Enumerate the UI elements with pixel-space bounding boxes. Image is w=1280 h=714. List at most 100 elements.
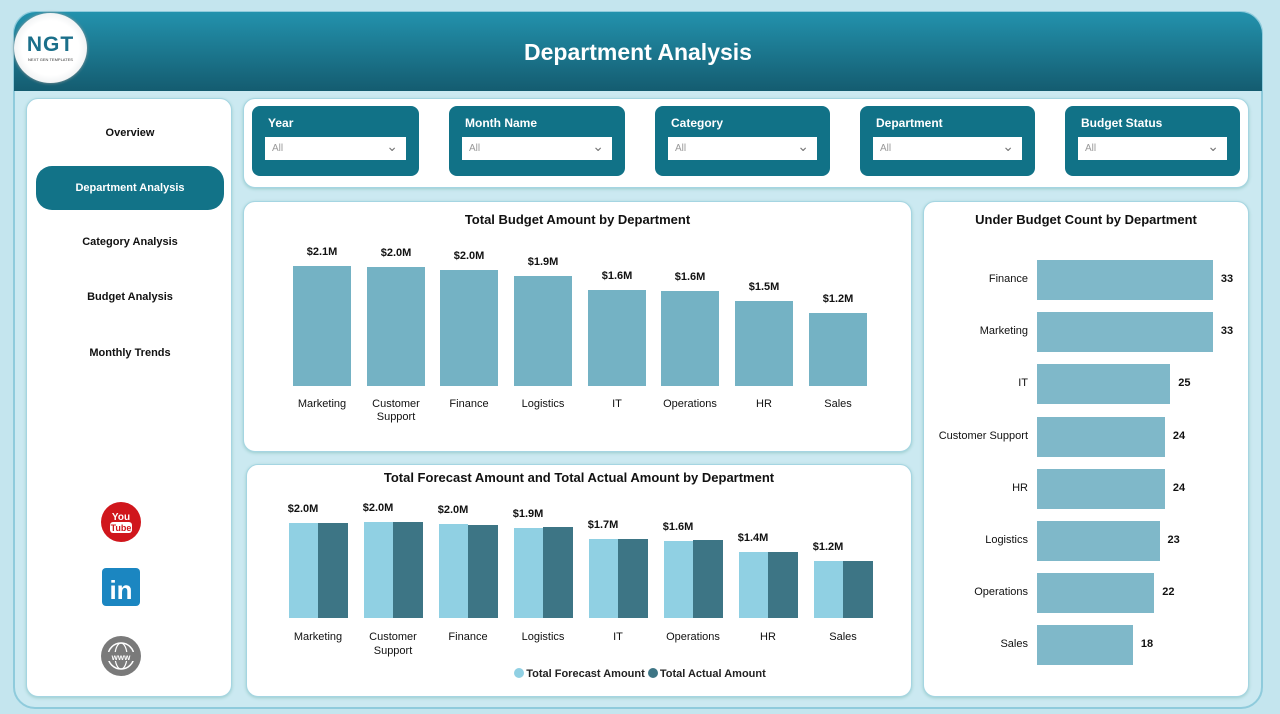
header: Department Analysis — [14, 12, 1262, 91]
legend-actual-label: Total Actual Amount — [659, 668, 766, 680]
data-label: 24 — [1172, 430, 1186, 442]
category-label: Sales — [1000, 638, 1028, 650]
bar — [1037, 312, 1213, 352]
bar — [661, 291, 719, 386]
data-label: 23 — [1167, 534, 1180, 546]
category-label: Customer Support — [369, 631, 417, 657]
data-label: $2.0M — [362, 502, 394, 515]
data-label: $2.0M — [453, 250, 485, 262]
filter-label: Month Name — [465, 116, 537, 130]
data-label: $1.6M — [662, 520, 694, 533]
data-label: $1.5M — [748, 280, 780, 293]
filter-value: All — [469, 143, 481, 154]
category-label: HR — [760, 631, 776, 643]
filter-dropdown[interactable]: All ⌄ — [668, 137, 817, 160]
data-label: $1.4M — [737, 531, 769, 544]
data-label: $1.6M — [674, 271, 706, 284]
data-label: $2.1M — [306, 246, 338, 258]
filter-value: All — [880, 143, 892, 154]
data-label: 25 — [1178, 377, 1191, 389]
data-label: $1.7M — [587, 518, 619, 531]
nav-monthly-trends[interactable]: Monthly Trends — [89, 347, 171, 359]
category-label: Sales — [829, 631, 857, 643]
chart-title: Total Forecast Amount and Total Actual A… — [383, 470, 775, 485]
filter-label: Year — [268, 116, 294, 130]
data-label: 24 — [1172, 482, 1186, 494]
bar — [1037, 417, 1165, 457]
bar — [1037, 364, 1171, 404]
bar-actual — [393, 522, 423, 618]
bar-forecast — [514, 527, 543, 618]
bar-forecast — [739, 551, 768, 618]
category-label: IT — [613, 631, 623, 643]
category-label: Marketing — [979, 325, 1028, 337]
bar — [809, 312, 867, 386]
data-label: $1.2M — [812, 541, 844, 553]
website-icon[interactable]: www — [101, 636, 141, 676]
bar-forecast — [589, 538, 618, 618]
nav-overview[interactable]: Overview — [105, 127, 155, 139]
chevron-down-icon: ⌄ — [1002, 138, 1014, 154]
bar-actual — [318, 523, 348, 618]
nav-category-analysis[interactable]: Category Analysis — [82, 236, 178, 248]
category-label: Operations — [663, 398, 717, 410]
category-label: Customer Support — [938, 430, 1028, 442]
filter-dropdown[interactable]: All ⌄ — [265, 137, 406, 160]
bar — [735, 300, 793, 386]
data-label: 33 — [1220, 273, 1234, 285]
page-title: Department Analysis — [524, 39, 752, 65]
chevron-down-icon: ⌄ — [592, 138, 604, 154]
legend-forecast-swatch — [514, 668, 525, 678]
bar-actual — [693, 540, 723, 618]
data-label: $1.9M — [512, 507, 544, 520]
nav-budget-analysis[interactable]: Budget Analysis — [87, 291, 173, 303]
bar — [1037, 521, 1160, 561]
budget-chart-panel: Total Budget Amount by Department — [243, 201, 912, 452]
chevron-down-icon: ⌄ — [1207, 138, 1219, 154]
category-label: Marketing — [297, 398, 347, 410]
category-label: IT — [1018, 377, 1028, 389]
bar — [1037, 469, 1165, 509]
legend-forecast-label: Total Forecast Amount — [526, 668, 645, 680]
category-label: IT — [612, 398, 622, 410]
category-label: HR — [756, 398, 772, 410]
forecast-actual-chart-panel: Total Forecast Amount and Total Actual A… — [246, 464, 912, 697]
bar-actual — [843, 561, 873, 618]
filter-dropdown[interactable]: All ⌄ — [1078, 137, 1227, 160]
bar-forecast — [364, 522, 393, 618]
category-label: Customer Support — [372, 398, 420, 423]
bar-forecast — [814, 561, 843, 618]
filter-dropdown[interactable]: All ⌄ — [462, 137, 612, 160]
filter-label: Budget Status — [1081, 116, 1163, 130]
bar-actual — [543, 527, 573, 618]
legend-actual-swatch — [647, 668, 658, 678]
bar-forecast — [289, 523, 318, 618]
category-label: Logistics — [521, 398, 565, 410]
filter-dropdown[interactable]: All ⌄ — [873, 137, 1022, 160]
data-label: 33 — [1220, 325, 1234, 337]
linkedin-icon[interactable]: in — [101, 567, 141, 607]
chart-title: Total Budget Amount by Department — [464, 212, 691, 227]
category-label: Logistics — [521, 631, 565, 643]
bar — [367, 267, 425, 386]
data-label: $1.9M — [527, 255, 559, 268]
filter-category: Category All ⌄ — [655, 106, 830, 176]
filter-month-name: Month Name All ⌄ — [449, 106, 625, 176]
data-label: $1.6M — [601, 270, 633, 282]
svg-text:www: www — [111, 653, 131, 662]
chart-legend: Total Forecast Amount Total Actual Amoun… — [0, 668, 1280, 680]
bar-forecast — [439, 523, 468, 618]
bar — [440, 270, 498, 386]
svg-text:You: You — [112, 512, 130, 523]
nav-department-analysis[interactable]: Department Analysis — [36, 166, 224, 210]
bar-forecast — [664, 540, 693, 618]
bar-actual — [468, 525, 498, 618]
bar-actual — [618, 538, 648, 618]
svg-text:in: in — [109, 575, 132, 605]
filter-label: Category — [671, 116, 724, 130]
data-label: 18 — [1140, 638, 1154, 650]
data-label: 22 — [1162, 586, 1175, 598]
category-label: HR — [1012, 482, 1028, 494]
category-label: Operations — [974, 586, 1028, 598]
